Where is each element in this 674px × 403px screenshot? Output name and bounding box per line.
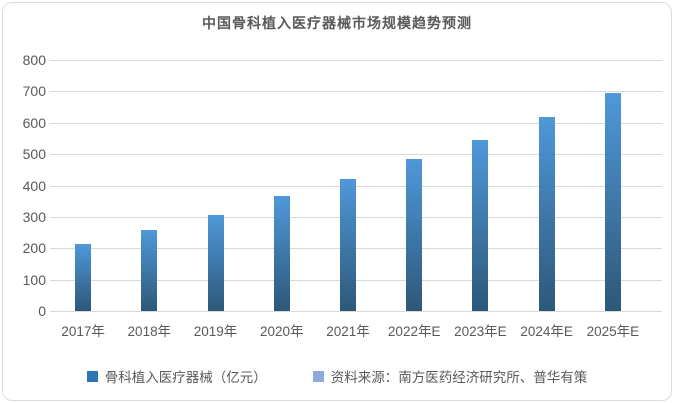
bar-2019年 xyxy=(207,214,224,311)
y-tick-label: 600 xyxy=(22,114,46,131)
legend-item-source: 资料来源：南方医药经济研究所、普华有策 xyxy=(312,366,588,386)
bar-column xyxy=(50,60,116,311)
y-tick-label: 100 xyxy=(22,271,46,288)
legend-swatch-series xyxy=(86,370,98,382)
legend-swatch-source xyxy=(312,370,324,382)
bar-2023年E xyxy=(472,140,489,311)
bar-column xyxy=(182,60,248,311)
bar-column xyxy=(580,60,646,311)
legend: 骨科植入医疗器械（亿元） 资料来源：南方医药经济研究所、普华有策 xyxy=(0,366,674,386)
y-tick-label: 400 xyxy=(22,177,46,194)
x-tick-label: 2017年 xyxy=(61,324,105,339)
gridline xyxy=(50,122,662,124)
bar-column xyxy=(381,60,447,311)
legend-item-series: 骨科植入医疗器械（亿元） xyxy=(86,366,267,386)
x-tick-label: 2024年E xyxy=(520,324,573,339)
gridline xyxy=(50,216,662,218)
x-tick-label: 2019年 xyxy=(193,324,238,339)
bar-2018年 xyxy=(141,230,158,311)
bar-2024年E xyxy=(538,117,555,311)
bars-row xyxy=(50,60,646,311)
y-axis-labels: 800 700 600 500 400 300 200 100 0 xyxy=(8,52,46,319)
x-tick-label: 2020年 xyxy=(259,324,304,339)
bar-2021年 xyxy=(339,178,356,311)
gridline xyxy=(50,185,662,187)
x-tick-label: 2021年 xyxy=(326,324,370,339)
legend-label-source: 资料来源：南方医药经济研究所、普华有策 xyxy=(330,370,588,385)
bar-2022年E xyxy=(406,159,423,311)
gridline xyxy=(50,60,662,61)
gridline xyxy=(50,248,662,250)
y-tick-label: 800 xyxy=(22,52,46,68)
bar-column xyxy=(315,60,381,311)
x-tick-label: 2023年E xyxy=(454,324,507,339)
bar-column xyxy=(514,60,580,311)
y-tick-label: 700 xyxy=(22,83,46,100)
y-tick-label: 300 xyxy=(22,208,46,225)
bar-2025年E xyxy=(604,92,621,311)
bar-column xyxy=(116,60,182,311)
x-tick-label: 2018年 xyxy=(127,324,172,339)
bar-column xyxy=(249,60,315,311)
y-tick-label: 500 xyxy=(22,146,46,163)
gridline xyxy=(50,279,662,281)
bar-column xyxy=(447,60,513,311)
gridline xyxy=(50,91,662,93)
gridline xyxy=(50,154,662,156)
y-tick-label: 200 xyxy=(22,240,46,257)
x-tick-label: 2022年E xyxy=(387,324,441,339)
legend-label-series: 骨科植入医疗器械（亿元） xyxy=(104,370,267,385)
chart-title: 中国骨科植入医疗器械市场规模趋势预测 xyxy=(202,15,472,31)
bar-2017年 xyxy=(75,243,92,311)
gridlines xyxy=(50,60,662,312)
x-tick-label: 2025年E xyxy=(586,324,640,339)
x-axis-labels: 2017年 2018年 2019年 2020年 2021年 2022年E 2023年E 202… xyxy=(50,320,646,340)
y-tick-label: 0 xyxy=(38,303,46,319)
gridline xyxy=(50,311,662,312)
plot-area xyxy=(50,60,662,312)
bar-2020年 xyxy=(273,196,290,311)
